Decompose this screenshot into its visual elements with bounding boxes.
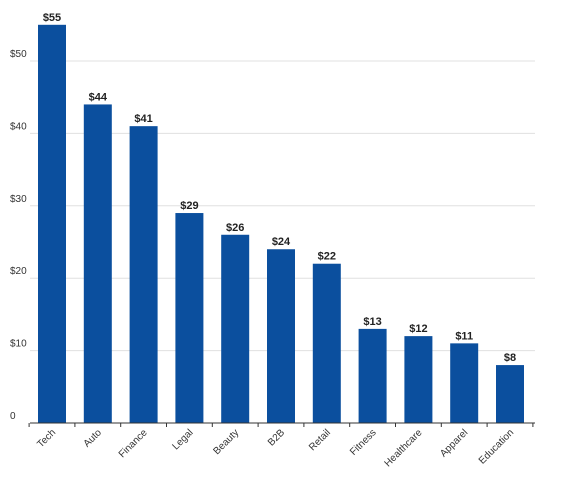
x-tick-label: Tech xyxy=(35,427,58,450)
bar-beauty xyxy=(221,234,250,423)
data-label: $29 xyxy=(180,200,198,212)
data-label: $12 xyxy=(409,323,427,335)
x-tick-label: Retail xyxy=(307,427,333,453)
x-tick-label: Legal xyxy=(170,427,195,452)
data-label: $13 xyxy=(363,316,381,328)
x-tick-label: Education xyxy=(477,427,516,466)
y-tick-label: $20 xyxy=(10,266,27,277)
bar-apparel xyxy=(450,343,479,423)
bar-auto xyxy=(83,104,112,423)
data-labels: $55 $44 $41 $29 $26 $24 $22 $13 $12 $11 $8 xyxy=(43,12,516,364)
data-label: $11 xyxy=(455,330,473,342)
data-label: $8 xyxy=(504,352,516,364)
bar-retail xyxy=(312,263,341,423)
bar-healthcare xyxy=(404,336,433,423)
y-tick-label: $40 xyxy=(10,121,27,132)
data-label: $24 xyxy=(272,236,291,248)
bars xyxy=(38,24,524,424)
data-label: $22 xyxy=(318,251,336,263)
x-tick-label: Fitness xyxy=(348,427,379,458)
y-tick-label: $10 xyxy=(10,339,27,350)
bar-tech xyxy=(38,24,66,424)
x-axis-category-labels: Tech Auto Finance Legal Beauty B2B Retail Fitne… xyxy=(35,427,516,469)
x-tick-label: B2B xyxy=(266,427,287,448)
y-tick-label: $50 xyxy=(10,49,27,60)
data-label: $55 xyxy=(43,12,61,24)
x-tick-label: Finance xyxy=(117,427,150,460)
y-axis-ticks: 0 $10 $20 $30 $40 $50 xyxy=(10,49,27,422)
bar-b2b xyxy=(267,249,295,423)
x-tick-label: Auto xyxy=(82,427,105,450)
bar-fitness xyxy=(358,328,387,423)
bar-finance xyxy=(129,126,158,423)
x-tick-label: Apparel xyxy=(438,427,470,459)
x-tick-label: Beauty xyxy=(212,427,242,457)
data-label: $26 xyxy=(226,222,244,234)
y-tick-label: $30 xyxy=(10,194,27,205)
x-tick-label: Healthcare xyxy=(383,427,425,469)
data-label: $44 xyxy=(89,91,108,103)
bar-education xyxy=(496,365,524,423)
bar-legal xyxy=(175,213,204,423)
data-label: $41 xyxy=(134,113,152,125)
x-axis xyxy=(28,422,535,427)
y-tick-label: 0 xyxy=(10,411,16,422)
